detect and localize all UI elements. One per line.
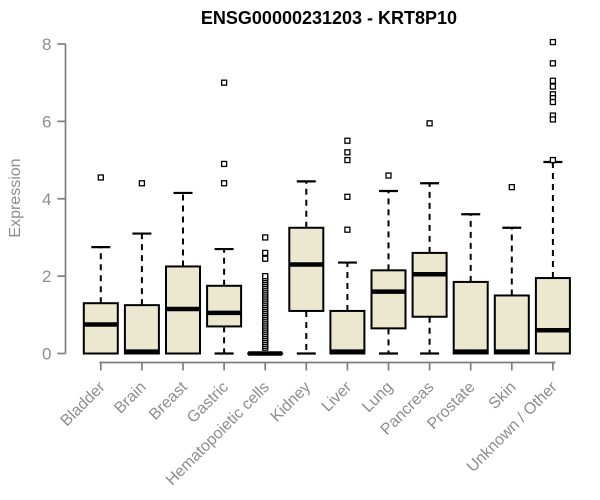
y-tick-label: 8 <box>42 35 51 54</box>
boxplot-breast <box>165 191 201 355</box>
outlier-point <box>385 172 392 179</box>
x-category-label: Lung <box>359 379 396 416</box>
iqr-box <box>411 251 448 318</box>
boxplot-liver <box>329 137 366 355</box>
x-category-label: Brain <box>111 379 149 417</box>
outlier-point <box>549 98 557 106</box>
outlier-point <box>508 183 515 191</box>
iqr-box <box>206 284 243 328</box>
iqr-box <box>493 294 530 355</box>
boxplot-hematopoietic-cells <box>247 234 284 356</box>
outlier-point <box>97 174 104 181</box>
iqr-box <box>534 277 571 355</box>
outlier-point <box>344 156 351 164</box>
outlier-point <box>344 137 351 144</box>
boxplot-prostate <box>452 213 489 355</box>
y-tick-label: 4 <box>42 190 51 209</box>
outlier-point <box>426 120 433 127</box>
boxplot-skin <box>493 183 530 355</box>
boxplot-gastric <box>206 79 243 355</box>
boxplot-brain <box>123 180 160 355</box>
outlier-point <box>262 255 269 262</box>
chart-title: ENSG00000231203 - KRT8P10 <box>200 8 458 28</box>
outlier-point <box>262 272 269 280</box>
x-category-label: Kidney <box>268 379 315 426</box>
outlier-point <box>549 77 557 84</box>
outlier-point <box>344 149 351 156</box>
outlier-point <box>262 249 269 257</box>
iqr-box <box>82 302 119 355</box>
outlier-point <box>344 226 351 233</box>
outlier-point <box>220 79 228 86</box>
boxplot-lung <box>370 172 407 355</box>
iqr-box <box>329 309 366 355</box>
iqr-box <box>370 269 407 330</box>
boxplot-kidney <box>288 180 325 355</box>
outlier-point <box>549 156 557 164</box>
outlier-point <box>549 38 557 46</box>
outlier-point <box>549 116 557 123</box>
x-category-label: Bladder <box>58 378 109 429</box>
iqr-box <box>123 304 160 355</box>
y-tick-label: 0 <box>42 345 51 364</box>
y-axis: 0 2 4 6 8 <box>42 35 67 364</box>
boxplot-unknown-other <box>534 38 571 355</box>
outlier-point <box>549 83 557 90</box>
x-category-label: Liver <box>319 378 356 415</box>
iqr-box <box>452 280 489 355</box>
outlier-point <box>549 60 557 67</box>
y-tick-label: 2 <box>42 267 51 286</box>
boxplot-bladder <box>82 174 119 355</box>
x-category-label: Skin <box>486 379 520 413</box>
x-category-label: Breast <box>146 378 191 423</box>
outlier-point <box>138 180 146 187</box>
outlier-point <box>220 160 228 168</box>
iqr-box <box>288 226 325 312</box>
outlier-point <box>220 180 228 187</box>
y-tick-label: 6 <box>42 112 51 131</box>
outlier-point <box>262 234 269 241</box>
boxplot-pancreas <box>411 120 448 355</box>
outlier-point <box>344 193 351 200</box>
